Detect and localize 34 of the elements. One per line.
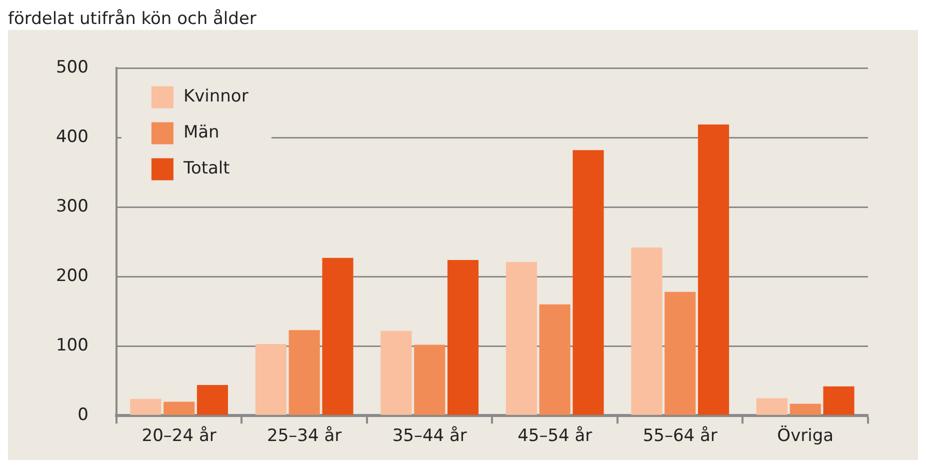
bar [790,404,821,415]
bar [380,330,412,415]
bar [164,402,195,415]
legend-label: Kvinnor [183,86,248,107]
bar [506,262,537,415]
bar [756,398,788,415]
bar [322,258,354,415]
bar [414,344,446,415]
x-tick-label: 35–44 år [392,426,467,446]
y-tick-label: 500 [56,58,88,78]
x-tick-label: Övriga [777,425,834,446]
y-tick-label: 0 [78,405,88,426]
x-tick-label: 25–34 år [267,426,342,446]
x-tick-label: 45–54 år [518,426,592,446]
x-tick-label: 20–24 år [142,426,216,446]
x-tick-label: 55–64 år [642,426,718,446]
y-tick-label: 400 [56,127,88,148]
bar [698,124,730,415]
bar [196,385,228,415]
legend-label: Totalt [182,158,230,179]
bar [823,386,854,415]
bar [539,304,570,415]
bar [130,398,162,415]
bar [288,330,320,415]
bar [255,344,286,415]
bar [572,150,604,415]
y-tick-label: 300 [56,196,88,217]
chart-title: fördelat utifrån kön och ålder [8,8,258,30]
y-tick-label: 200 [56,266,88,286]
bar [447,260,479,415]
bar [631,247,662,415]
legend-label: Män [183,122,220,143]
y-tick-label: 100 [56,336,88,356]
bar [664,292,696,415]
